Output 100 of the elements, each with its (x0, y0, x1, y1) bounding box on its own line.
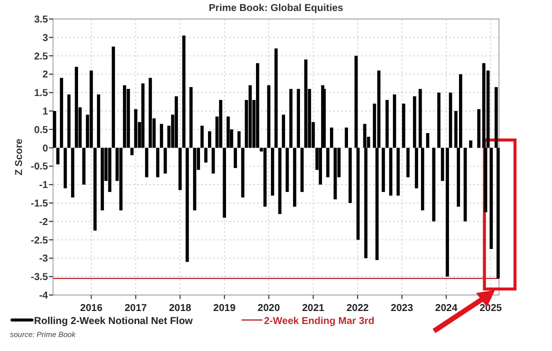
y-tick-label: -2 (39, 216, 48, 228)
bar (96, 94, 100, 148)
bar (464, 148, 467, 222)
bar (402, 104, 406, 148)
bar (82, 148, 86, 185)
bar (71, 148, 74, 198)
x-tick-label: 2021 (302, 303, 325, 314)
bar (448, 92, 452, 148)
bar (174, 96, 178, 148)
y-tick-label: -3 (39, 254, 48, 265)
bar (256, 63, 260, 148)
x-tick-label: 2025 (480, 303, 502, 314)
y-tick-label: 2.5 (34, 51, 48, 62)
bar (344, 128, 348, 148)
x-tick-label: 2016 (80, 303, 103, 314)
bar (186, 148, 189, 262)
x-tick-label: 2023 (390, 303, 414, 314)
bar (248, 85, 252, 148)
bar (93, 148, 97, 231)
bar (293, 148, 296, 207)
bar (446, 148, 449, 277)
bar (164, 148, 167, 174)
bar (396, 148, 400, 196)
bar (208, 131, 212, 148)
bar (392, 94, 396, 148)
bar (200, 126, 204, 148)
bar (189, 87, 193, 148)
y-tick-label: 2 (42, 70, 48, 81)
y-tick-label: -1 (39, 180, 48, 192)
bar (267, 85, 270, 148)
y-tick-label: -1.5 (30, 198, 48, 210)
y-tick-label: 1.5 (34, 88, 48, 100)
bar (241, 148, 244, 198)
bar (204, 148, 208, 163)
x-tick-label: 2018 (168, 303, 192, 314)
bar (112, 46, 115, 148)
bar (178, 148, 182, 190)
y-axis-title: Z Score (14, 138, 25, 176)
bar (56, 148, 60, 164)
bar (282, 114, 286, 148)
bar (182, 36, 186, 148)
bar (490, 148, 493, 249)
bar (219, 100, 222, 148)
bar (108, 148, 112, 192)
bar (119, 148, 123, 210)
bar (432, 148, 436, 222)
x-tick-label: 2019 (213, 303, 236, 314)
bar (426, 133, 430, 148)
bar (386, 100, 389, 148)
bar (334, 148, 337, 200)
bar (286, 148, 289, 192)
bar (440, 148, 444, 181)
bar (437, 92, 440, 148)
legend-label: Rolling 2-Week Notional Net Flow (34, 316, 193, 327)
bar (60, 78, 64, 148)
bar (52, 111, 56, 148)
bar (67, 94, 71, 148)
bar (289, 88, 292, 148)
bar (193, 148, 196, 210)
bar (326, 148, 330, 178)
bar (278, 148, 282, 214)
x-tick-label: 2022 (346, 303, 370, 314)
bar (100, 148, 104, 210)
y-tick-label: 0.5 (34, 124, 48, 136)
bar (330, 128, 334, 148)
y-tick-label: 3.5 (34, 14, 48, 26)
legend-label: 2-Week Ending Mar 3rd (264, 316, 374, 327)
bar (300, 148, 304, 192)
bar (222, 148, 226, 218)
bar (406, 148, 410, 178)
bar (122, 85, 126, 148)
y-tick-label: -4 (39, 290, 48, 302)
bar (322, 88, 326, 148)
y-tick-label: -0.5 (30, 162, 48, 173)
bar (234, 148, 237, 168)
bar (237, 131, 241, 148)
bar (304, 59, 308, 148)
bar (148, 78, 152, 148)
bar (348, 148, 352, 203)
bar (134, 109, 138, 148)
bar (90, 70, 93, 148)
bar (64, 148, 67, 188)
chart-title: Prime Book: Global Equities (208, 3, 344, 14)
y-tick-label: 0 (42, 143, 48, 154)
bar (141, 83, 145, 148)
bar (296, 88, 300, 148)
y-tick-label: 1 (42, 106, 48, 118)
y-tick-label: -3.5 (30, 272, 48, 284)
bar (263, 148, 267, 207)
bar (160, 124, 164, 148)
bar (226, 116, 230, 148)
bar (145, 148, 148, 178)
bar (156, 148, 160, 178)
y-tick-label: -2.5 (30, 235, 48, 246)
bar (274, 48, 278, 148)
x-tick-label: 2020 (258, 303, 280, 314)
x-tick-label: 2017 (124, 303, 148, 314)
bar (212, 148, 215, 174)
bar (74, 66, 78, 148)
bar (126, 88, 130, 148)
